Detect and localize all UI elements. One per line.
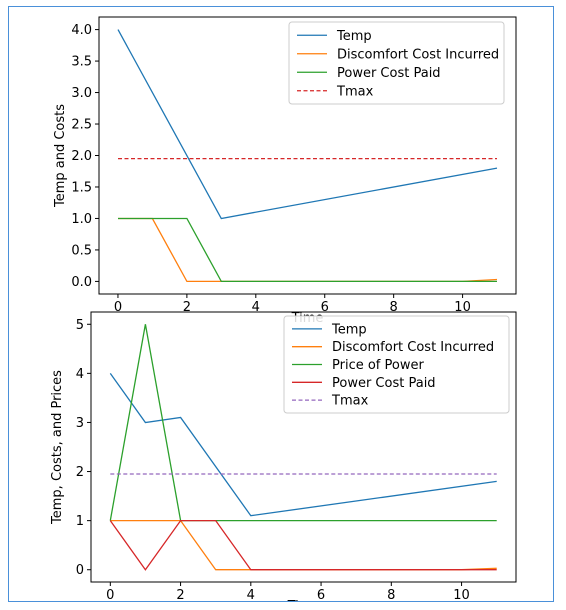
x-tick-label: 10: [453, 588, 470, 601]
y-axis-label: Temp and Costs: [53, 104, 68, 208]
y-tick-label: 1.0: [71, 212, 92, 227]
y-tick-label: 1.5: [71, 180, 92, 195]
legend-label: Discomfort Cost Incurred: [337, 47, 499, 62]
legend-label: Temp: [336, 29, 372, 44]
y-tick-label: 2: [76, 465, 84, 480]
y-tick-label: 3.5: [71, 55, 92, 70]
x-tick-label: 2: [183, 300, 191, 315]
x-tick-label: 10: [454, 300, 471, 315]
x-tick-label: 0: [114, 300, 122, 315]
legend-label: Price of Power: [332, 358, 424, 373]
series-line-price-of-power: [109, 324, 497, 522]
legend-label: Temp: [331, 322, 367, 337]
y-tick-label: 4: [76, 367, 84, 382]
legend-label: Tmax: [331, 394, 369, 409]
x-axis-label: Time: [287, 599, 320, 601]
y-tick-label: 3.0: [71, 86, 92, 101]
y-tick-label: 4.0: [71, 23, 92, 38]
legend-box: [288, 21, 505, 105]
x-tick-label: 0: [106, 588, 114, 601]
y-tick-label: 0.0: [71, 275, 92, 290]
x-tick-label: 8: [387, 588, 395, 601]
y-tick-label: 5: [76, 318, 84, 333]
y-tick-label: 0.5: [71, 243, 92, 258]
legend-box: [283, 315, 510, 414]
y-tick-label: 0: [76, 563, 84, 578]
y-tick-label: 2.5: [71, 118, 92, 133]
x-tick-label: 6: [321, 300, 329, 315]
x-tick-label: 6: [317, 588, 325, 601]
legend-label: Power Cost Paid: [337, 66, 441, 81]
series-line-power-cost-paid: [118, 217, 497, 283]
legend-label: Power Cost Paid: [332, 376, 436, 391]
series-line-temp: [109, 373, 497, 517]
x-tick-label: 4: [252, 300, 260, 315]
series-line-temp: [117, 29, 498, 220]
plot-area-frame: [90, 311, 517, 583]
y-tick-label: 3: [76, 416, 84, 431]
x-tick-label: 4: [247, 588, 255, 601]
x-tick-label: 8: [390, 300, 398, 315]
y-tick-label: 1: [76, 514, 84, 529]
series-line-power-cost-paid: [109, 519, 497, 571]
chart-1: 02468100.00.51.01.52.02.53.03.54.0TimeTe…: [53, 16, 517, 326]
legend-label: Discomfort Cost Incurred: [332, 340, 494, 355]
series-line-discomfort-cost-incurred: [110, 519, 497, 571]
legend-label: Tmax: [336, 84, 374, 99]
chart-2: 0 2 4 6 8 10 0 1 2 3 4 5 Time Temp, Costs, and Prices…: [50, 311, 517, 601]
y-axis-label: Temp, Costs, and Prices: [50, 370, 65, 525]
figure-svg: 02468100.00.51.01.52.02.53.03.54.0TimeTe…: [50, 16, 517, 601]
x-tick-label: 2: [176, 588, 184, 601]
figure-frame: 02468100.00.51.01.52.02.53.03.54.0TimeTe…: [8, 6, 554, 602]
y-tick-label: 2.0: [71, 149, 92, 164]
series-line-discomfort-cost-incurred: [118, 217, 498, 283]
